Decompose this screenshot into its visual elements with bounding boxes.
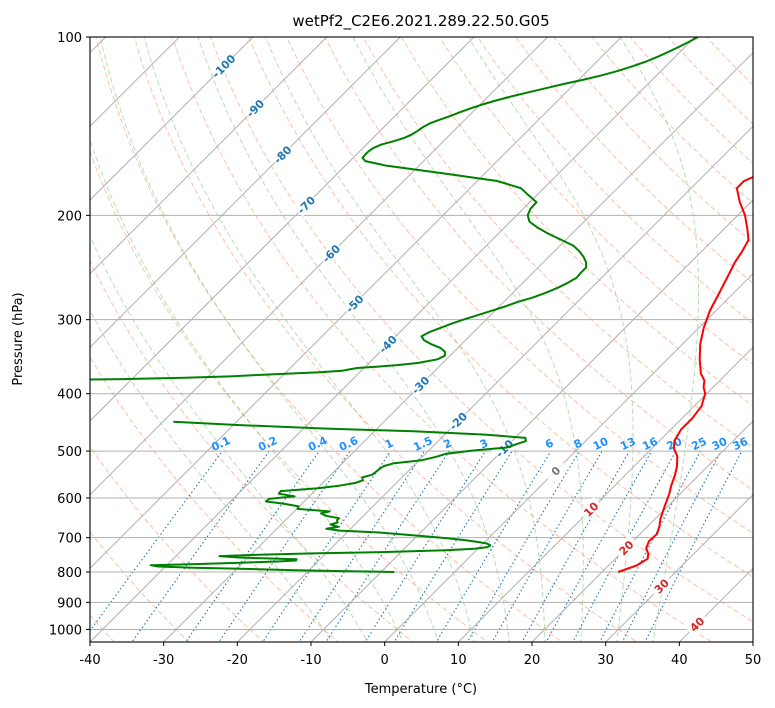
isotherm--70 — [90, 37, 475, 422]
isotherm--30 — [163, 51, 753, 642]
y-tick-label-800: 800 — [57, 566, 82, 581]
dry-adiabat-110 — [438, 37, 753, 366]
isotherm-label-bg--40 — [375, 331, 400, 357]
isotherm-label-bg--90 — [242, 95, 268, 121]
dewpoint-profile-upper — [90, 37, 699, 381]
mixing-ratio-label-16: 16 — [640, 435, 660, 453]
y-tick-label-600: 600 — [57, 492, 82, 507]
dry-adiabat-40 — [171, 37, 713, 642]
moist-adiabat-30 — [467, 37, 634, 642]
isotherm-label-bg--100 — [211, 53, 236, 79]
isotherm-label-bg-20 — [613, 535, 639, 560]
moist-adiabat-10 — [143, 37, 475, 642]
x-tick-label-30: 30 — [597, 653, 614, 668]
isotherm-label-bg-0 — [543, 458, 568, 483]
y-tick-label-100: 100 — [57, 31, 82, 46]
x-axis-ticks: -40 -30 -20 -10 0 10 20 30 40 50 — [79, 642, 761, 668]
y-tick-label-300: 300 — [57, 314, 82, 329]
isotherm--60 — [90, 37, 549, 496]
isotherm-10 — [457, 346, 753, 642]
moist-adiabat-25 — [352, 37, 584, 642]
dry-adiabat-100 — [400, 37, 753, 407]
isotherm-0 — [384, 272, 753, 642]
moist-adiabat--10 — [90, 309, 333, 642]
isotherm-label-bg--30 — [407, 372, 433, 398]
isotherm--80 — [90, 37, 401, 349]
isotherm-label-bg-40 — [684, 611, 710, 637]
mixing-ratio-label-25: 25 — [689, 435, 708, 453]
y-axis-label: Pressure (hPa) — [11, 292, 26, 385]
isotherm--100 — [90, 37, 254, 201]
sounding-profiles — [90, 37, 753, 573]
y-tick-label-700: 700 — [57, 532, 82, 547]
isotherm-label-bg-10 — [578, 496, 604, 522]
moist-adiabat--5 — [90, 235, 369, 642]
temperature-profile — [617, 175, 753, 573]
x-tick-label--20: -20 — [227, 653, 248, 668]
isotherm--20 — [236, 125, 753, 642]
moist-adiabats — [90, 37, 699, 642]
isotherm-label-bg--60 — [318, 240, 344, 266]
chart-title: wetPf2_C2E6.2021.289.22.50.G05 — [292, 12, 549, 31]
x-tick-label--40: -40 — [79, 653, 100, 668]
x-axis-label: Temperature (°C) — [364, 682, 477, 697]
pressure-gridlines — [90, 37, 753, 630]
x-tick-label-40: 40 — [671, 653, 688, 668]
moist-adiabat-5 — [99, 37, 440, 642]
isotherm-label-bg--20 — [445, 408, 471, 434]
mixing-ratio-label-36: 36 — [731, 435, 751, 453]
x-tick-label--30: -30 — [153, 653, 174, 668]
isotherm--90 — [90, 37, 328, 275]
isotherm-gridlines — [90, 37, 753, 642]
moist-adiabat-0 — [90, 138, 404, 642]
x-tick-label-50: 50 — [745, 653, 762, 668]
isotherm-label-bg--70 — [293, 192, 319, 217]
isotherm-label-bg-30 — [648, 573, 674, 599]
moist-adiabat-15 — [197, 37, 510, 642]
isotherm-label-bg--50 — [341, 291, 367, 316]
y-axis-ticks: 100 200 300 400 500 600 700 800 900 1000 — [49, 31, 90, 638]
mixing-ratio-label-10: 10 — [591, 435, 611, 453]
dry-adiabat--30 — [90, 531, 190, 642]
isotherm--50 — [90, 37, 622, 570]
plot-frame — [89, 36, 754, 643]
y-tick-label-200: 200 — [57, 209, 82, 224]
dry-adiabat-80 — [324, 37, 753, 491]
mixing-ratio-label-13: 13 — [618, 435, 637, 453]
y-tick-label-900: 900 — [57, 596, 82, 611]
x-tick-label-10: 10 — [450, 653, 467, 668]
moist-adiabat-35 — [619, 37, 699, 642]
moist-adiabat-20 — [265, 37, 546, 642]
y-tick-label-500: 500 — [57, 445, 82, 460]
y-tick-label-400: 400 — [57, 388, 82, 403]
mixing-ratio-label-30: 30 — [710, 435, 730, 453]
x-tick-label--10: -10 — [300, 653, 321, 668]
isotherm-30 — [605, 493, 753, 642]
x-tick-label-0: 0 — [381, 653, 389, 668]
isotherm--10 — [310, 199, 753, 642]
x-tick-label-20: 20 — [524, 653, 541, 668]
isotherm-label-bg--80 — [269, 141, 295, 167]
dewpoint-profile-lower — [149, 420, 527, 573]
y-tick-label-1000: 1000 — [49, 623, 82, 638]
